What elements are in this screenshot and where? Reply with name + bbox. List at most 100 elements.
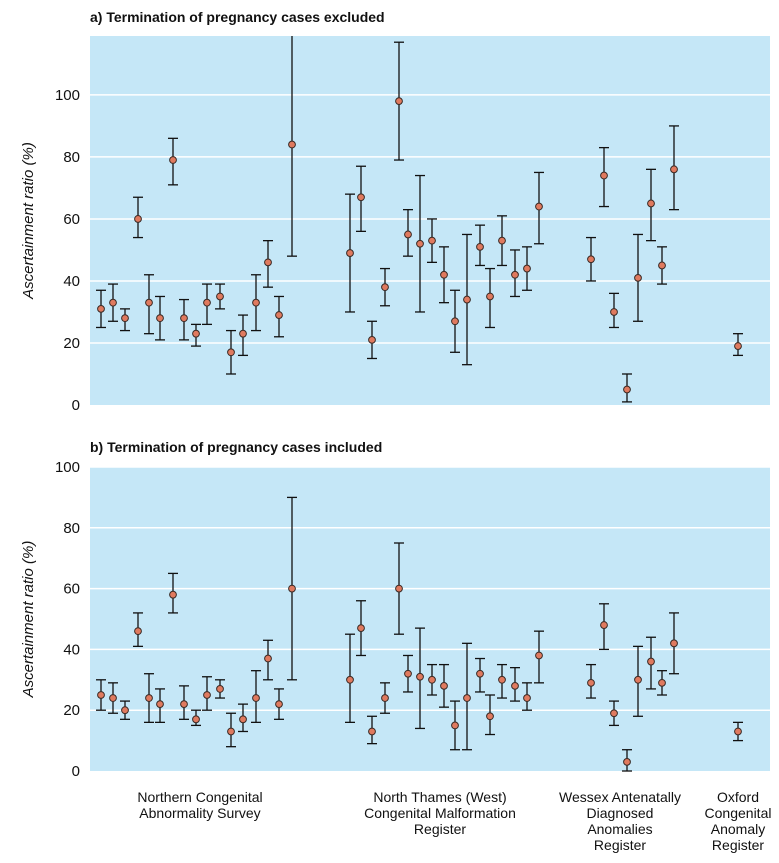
data-point xyxy=(156,700,164,709)
data-point xyxy=(734,727,742,736)
y-axis-title-a: Ascertainment ratio (%) xyxy=(20,142,37,300)
data-point xyxy=(252,694,260,702)
data-point xyxy=(192,329,200,338)
data-point xyxy=(121,314,129,323)
data-point xyxy=(670,639,678,648)
y-tick-label-a: 100 xyxy=(55,87,80,104)
y-tick-label-a: 40 xyxy=(63,273,80,290)
data-point xyxy=(523,264,531,273)
data-point xyxy=(134,215,142,223)
x-group-label-0: Northern Congenital xyxy=(137,789,262,805)
data-point xyxy=(600,171,608,180)
x-group-label-3: Anomaly xyxy=(711,821,765,837)
panel-title-a: a) Termination of pregnancy cases exclud… xyxy=(90,9,385,25)
data-point xyxy=(600,621,608,629)
data-point xyxy=(404,669,412,678)
data-point xyxy=(404,230,412,239)
y-tick-label-a: 0 xyxy=(72,397,80,414)
data-point xyxy=(180,700,188,709)
data-point xyxy=(511,270,519,279)
y-tick-label-b: 40 xyxy=(63,641,80,658)
data-point xyxy=(647,199,655,208)
y-tick-label-a: 60 xyxy=(63,211,80,228)
data-point xyxy=(346,249,354,257)
y-tick-label-b: 60 xyxy=(63,581,80,598)
data-point xyxy=(192,715,200,724)
data-point xyxy=(288,584,296,593)
data-point xyxy=(145,298,153,307)
data-point xyxy=(216,685,224,693)
y-tick-label-a: 80 xyxy=(63,149,80,166)
data-point xyxy=(203,691,211,699)
data-point xyxy=(463,694,471,702)
data-point xyxy=(227,348,235,357)
data-point xyxy=(156,314,164,323)
data-point xyxy=(658,678,666,687)
data-point xyxy=(634,273,642,282)
data-point xyxy=(381,694,389,702)
data-point xyxy=(264,258,272,267)
y-axis-title-b: Ascertainment ratio (%) xyxy=(20,541,37,699)
data-point xyxy=(498,236,506,245)
x-group-label-1: Congenital Malformation xyxy=(364,805,516,821)
data-point xyxy=(180,314,188,323)
data-point xyxy=(498,675,506,684)
data-point xyxy=(264,654,272,663)
data-point xyxy=(610,308,618,316)
data-point xyxy=(395,584,403,593)
data-point xyxy=(97,691,105,699)
data-point xyxy=(275,700,283,709)
x-group-label-2: Register xyxy=(594,837,646,853)
data-point xyxy=(428,236,436,245)
data-point xyxy=(476,669,484,678)
y-tick-label-b: 100 xyxy=(55,459,80,476)
data-point xyxy=(395,97,403,106)
data-point xyxy=(416,239,424,248)
data-point xyxy=(97,304,105,313)
x-group-label-0: Abnormality Survey xyxy=(139,805,260,821)
x-group-label-3: Register xyxy=(712,837,764,853)
data-point xyxy=(670,165,678,174)
data-point xyxy=(275,311,283,319)
data-point xyxy=(634,675,642,684)
data-point xyxy=(476,242,484,251)
data-point xyxy=(587,255,595,264)
x-group-label-2: Wessex Antenatally xyxy=(559,789,681,805)
data-point xyxy=(357,193,365,202)
panel-title-b: b) Termination of pregnancy cases includ… xyxy=(90,439,382,455)
data-point xyxy=(658,261,666,270)
data-point xyxy=(451,721,459,730)
x-group-label-3: Oxford xyxy=(717,789,759,805)
data-point xyxy=(486,292,494,301)
y-tick-label-b: 20 xyxy=(63,702,80,719)
data-point xyxy=(623,385,631,394)
data-point xyxy=(463,295,471,304)
data-point xyxy=(239,715,247,724)
plot-background-b xyxy=(90,467,770,771)
data-point xyxy=(145,694,153,702)
data-point xyxy=(346,675,354,684)
data-point xyxy=(203,298,211,307)
plot-background-a xyxy=(90,36,770,405)
data-point xyxy=(252,298,260,307)
data-point xyxy=(381,283,389,292)
data-point xyxy=(216,292,224,301)
data-point xyxy=(486,712,494,721)
data-point xyxy=(587,678,595,687)
x-group-label-2: Anomalies xyxy=(587,821,652,837)
data-point xyxy=(440,681,448,690)
y-tick-label-b: 0 xyxy=(72,763,80,780)
data-point xyxy=(109,298,117,307)
data-point xyxy=(535,202,543,211)
data-point xyxy=(368,727,376,736)
y-tick-label-a: 20 xyxy=(63,335,80,352)
data-point xyxy=(134,627,142,636)
x-group-label-1: North Thames (West) xyxy=(373,789,506,805)
data-point xyxy=(523,694,531,702)
data-point xyxy=(451,317,459,326)
data-point xyxy=(416,672,424,681)
data-point xyxy=(109,694,117,702)
data-point xyxy=(121,706,129,715)
data-point xyxy=(169,156,177,164)
